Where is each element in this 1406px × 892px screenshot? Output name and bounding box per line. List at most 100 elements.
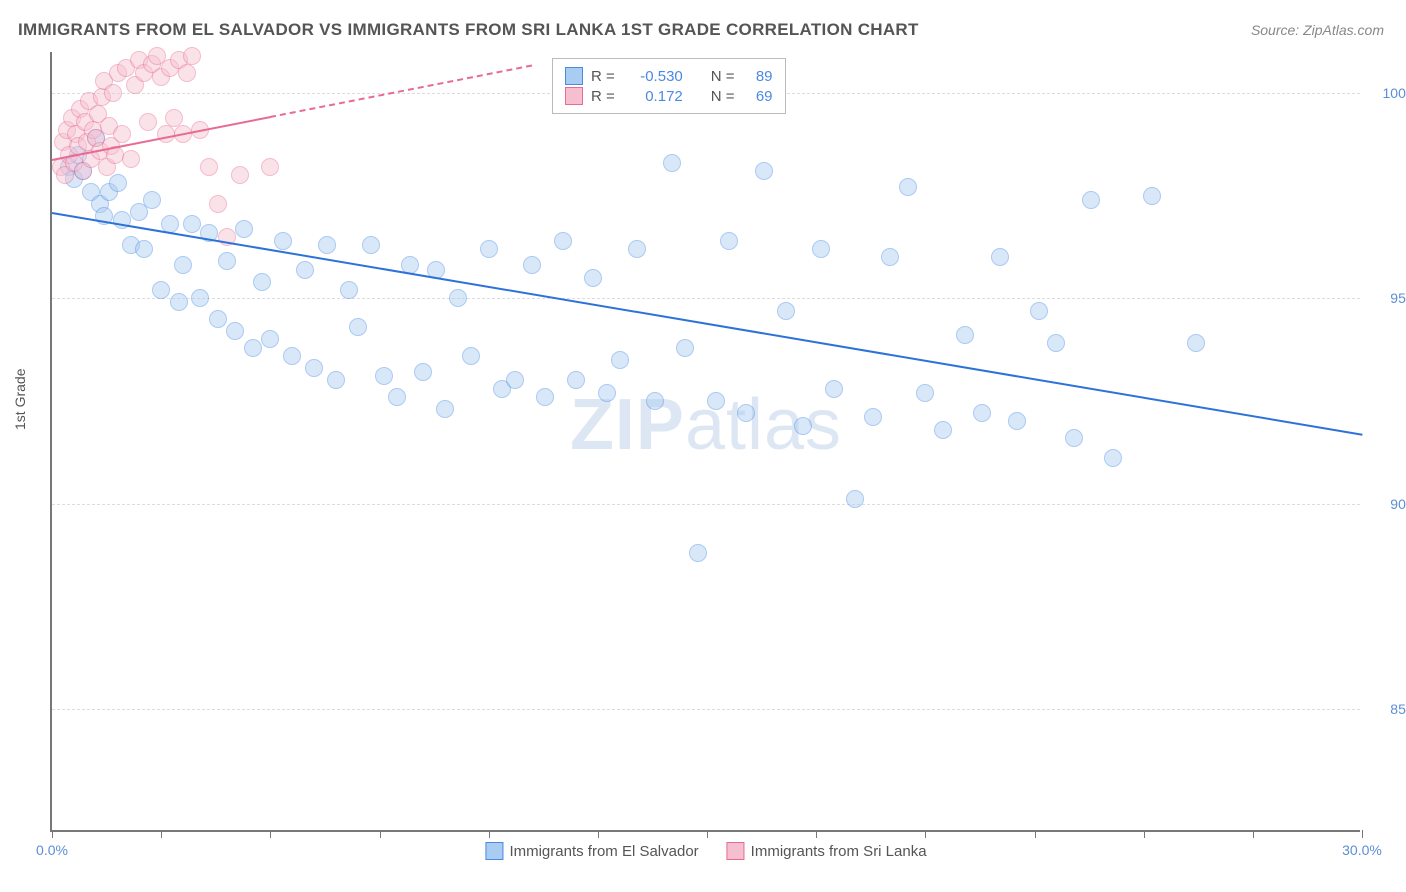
source-attribution: Source: ZipAtlas.com <box>1251 22 1384 38</box>
bottom-legend-item: Immigrants from El Salvador <box>485 842 698 860</box>
scatter-point <box>362 236 380 254</box>
scatter-point <box>755 162 773 180</box>
scatter-point <box>340 281 358 299</box>
scatter-point <box>261 330 279 348</box>
scatter-point <box>218 252 236 270</box>
scatter-point <box>375 367 393 385</box>
scatter-point <box>663 154 681 172</box>
legend-r-value: 0.172 <box>623 88 683 105</box>
scatter-point <box>327 371 345 389</box>
legend-n-label: N = <box>711 68 735 85</box>
scatter-point <box>1143 187 1161 205</box>
scatter-point <box>139 113 157 131</box>
gridline-h <box>52 709 1360 710</box>
scatter-point <box>174 256 192 274</box>
y-axis-label: 1st Grade <box>12 369 28 430</box>
scatter-point <box>253 273 271 291</box>
scatter-point <box>122 150 140 168</box>
scatter-point <box>296 261 314 279</box>
x-tick <box>489 830 490 838</box>
scatter-point <box>676 339 694 357</box>
chart-title: IMMIGRANTS FROM EL SALVADOR VS IMMIGRANT… <box>18 20 919 40</box>
stats-legend: R =-0.530N =89R =0.172N =69 <box>552 58 786 114</box>
scatter-point <box>191 289 209 307</box>
scatter-point <box>305 359 323 377</box>
gridline-h <box>52 504 1360 505</box>
y-tick-label: 95.0% <box>1370 290 1406 306</box>
scatter-point <box>261 158 279 176</box>
scatter-point <box>244 339 262 357</box>
scatter-point <box>611 351 629 369</box>
scatter-point <box>414 363 432 381</box>
x-tick <box>598 830 599 838</box>
scatter-point <box>349 318 367 336</box>
legend-swatch <box>565 87 583 105</box>
scatter-point <box>1104 449 1122 467</box>
legend-n-value: 69 <box>743 88 773 105</box>
scatter-point <box>506 371 524 389</box>
scatter-point <box>462 347 480 365</box>
legend-r-label: R = <box>591 88 615 105</box>
scatter-point <box>200 158 218 176</box>
x-tick <box>816 830 817 838</box>
x-tick <box>161 830 162 838</box>
scatter-point <box>973 404 991 422</box>
scatter-point <box>864 408 882 426</box>
scatter-point <box>707 392 725 410</box>
scatter-point <box>157 125 175 143</box>
gridline-h <box>52 298 1360 299</box>
y-tick-label: 100.0% <box>1370 85 1406 101</box>
x-tick <box>925 830 926 838</box>
stats-legend-row: R =-0.530N =89 <box>565 67 773 85</box>
scatter-point <box>109 174 127 192</box>
x-tick <box>1144 830 1145 838</box>
scatter-point <box>209 310 227 328</box>
scatter-point <box>523 256 541 274</box>
x-tick <box>52 830 53 838</box>
scatter-point <box>183 215 201 233</box>
scatter-point <box>899 178 917 196</box>
bottom-legend: Immigrants from El Salvador Immigrants fr… <box>485 842 926 860</box>
trend-line <box>270 64 532 117</box>
scatter-point <box>1047 334 1065 352</box>
scatter-point <box>178 64 196 82</box>
scatter-point <box>104 84 122 102</box>
scatter-point <box>1082 191 1100 209</box>
scatter-point <box>143 191 161 209</box>
chart-container: IMMIGRANTS FROM EL SALVADOR VS IMMIGRANT… <box>0 0 1406 892</box>
scatter-point <box>152 281 170 299</box>
x-tick <box>1035 830 1036 838</box>
legend-swatch <box>727 842 745 860</box>
bottom-legend-label: Immigrants from El Salvador <box>509 843 698 860</box>
x-tick <box>1253 830 1254 838</box>
scatter-point <box>554 232 572 250</box>
scatter-point <box>584 269 602 287</box>
scatter-point <box>1030 302 1048 320</box>
scatter-point <box>916 384 934 402</box>
scatter-point <box>165 109 183 127</box>
legend-swatch <box>485 842 503 860</box>
scatter-point <box>846 490 864 508</box>
x-tick <box>1362 830 1363 838</box>
scatter-point <box>737 404 755 422</box>
scatter-point <box>598 384 616 402</box>
x-tick <box>707 830 708 838</box>
legend-r-value: -0.530 <box>623 68 683 85</box>
scatter-point <box>170 293 188 311</box>
scatter-point <box>183 47 201 65</box>
scatter-point <box>812 240 830 258</box>
scatter-point <box>628 240 646 258</box>
y-tick-label: 90.0% <box>1370 496 1406 512</box>
x-tick <box>270 830 271 838</box>
x-tick <box>380 830 381 838</box>
scatter-point <box>991 248 1009 266</box>
scatter-point <box>274 232 292 250</box>
scatter-point <box>449 289 467 307</box>
x-tick-label: 30.0% <box>1342 842 1382 858</box>
x-tick-label: 0.0% <box>36 842 68 858</box>
scatter-point <box>318 236 336 254</box>
scatter-point <box>794 417 812 435</box>
bottom-legend-item: Immigrants from Sri Lanka <box>727 842 927 860</box>
scatter-point <box>135 240 153 258</box>
scatter-point <box>934 421 952 439</box>
